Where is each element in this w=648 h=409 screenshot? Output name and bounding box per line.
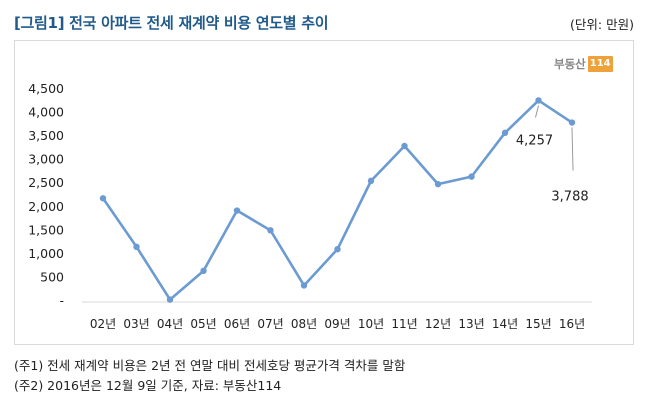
x-axis: 02년 03년 04년 05년 06년 07년 08년 09년 10년 11년 12년 13년 14년 1… (82, 301, 592, 331)
data-label: 3,788 (551, 190, 588, 205)
x-tick-label: 13년 (458, 317, 484, 331)
unit-label: (단위: 만원) (570, 17, 634, 32)
line-chart: - 500 1,000 1,500 2,000 2,500 3,000 3,500 4,000 4… (28, 81, 592, 331)
data-point (233, 207, 241, 214)
x-tick-label: 02년 (90, 317, 116, 331)
y-tick-label: 3,000 (28, 152, 64, 167)
data-point (267, 227, 274, 234)
data-point (434, 180, 442, 188)
y-tick-label: 4,500 (28, 81, 64, 96)
data-point (401, 142, 408, 150)
x-tick-label: 09년 (324, 317, 350, 331)
x-tick-label: 12년 (425, 317, 451, 331)
y-tick-label: 2,500 (28, 175, 64, 190)
data-point (99, 195, 107, 202)
data-point (501, 129, 509, 137)
footnote-2: (주2) 2016년은 12월 9일 기준, 자료: 부동산114 (14, 378, 282, 393)
y-axis-ticks: - 500 1,000 1,500 2,000 2,500 3,000 3,500 4,000 4… (28, 81, 64, 308)
y-tick-label: 4,000 (28, 105, 64, 120)
y-tick-label: 2,000 (28, 199, 64, 214)
data-point (535, 97, 542, 104)
x-tick-label: 04년 (157, 317, 183, 331)
x-tick-label: 07년 (257, 317, 283, 331)
x-tick-label: 16년 (559, 317, 585, 331)
x-tick-label: 14년 (492, 317, 518, 331)
x-tick-label: 05년 (190, 317, 216, 331)
data-point (166, 296, 174, 303)
footnotes: (주1) 전세 재계약 비용은 2년 전 연말 대비 전세호당 평균가격 격차를… (14, 356, 405, 396)
x-tick-label: 06년 (224, 317, 250, 331)
x-tick-label: 08년 (291, 317, 317, 331)
series-line (101, 99, 574, 301)
y-tick-label: - (59, 293, 64, 308)
data-point (367, 177, 375, 185)
leader-line (535, 105, 539, 118)
data-point (568, 119, 576, 126)
series-group (99, 97, 576, 303)
logo-text: 부동산 (554, 57, 586, 71)
y-tick-label: 1,500 (28, 222, 64, 237)
data-point (334, 245, 341, 253)
annotations: 4,257 3,788 (516, 105, 589, 205)
data-point (133, 243, 140, 251)
logo-number: 114 (587, 56, 613, 72)
y-tick-label: 1,000 (28, 246, 64, 261)
data-label: 4,257 (516, 133, 553, 148)
data-point (200, 267, 207, 275)
source-logo: 부동산 114 (554, 55, 613, 73)
y-tick-label: 3,500 (28, 128, 64, 143)
data-point (468, 173, 475, 180)
data-point (300, 282, 308, 289)
leader-line (571, 127, 574, 171)
x-tick-label: 11년 (391, 317, 417, 331)
y-tick-label: 500 (40, 269, 64, 284)
x-tick-label: 03년 (123, 317, 149, 331)
x-tick-label: 15년 (525, 317, 551, 331)
x-tick-label: 10년 (358, 317, 384, 331)
chart-title: [그림1] 전국 아파트 전세 재계약 비용 연도별 추이 (14, 14, 329, 32)
footnote-1: (주1) 전세 재계약 비용은 2년 전 연말 대비 전세호당 평균가격 격차를… (14, 358, 406, 373)
chart-frame (14, 40, 634, 345)
